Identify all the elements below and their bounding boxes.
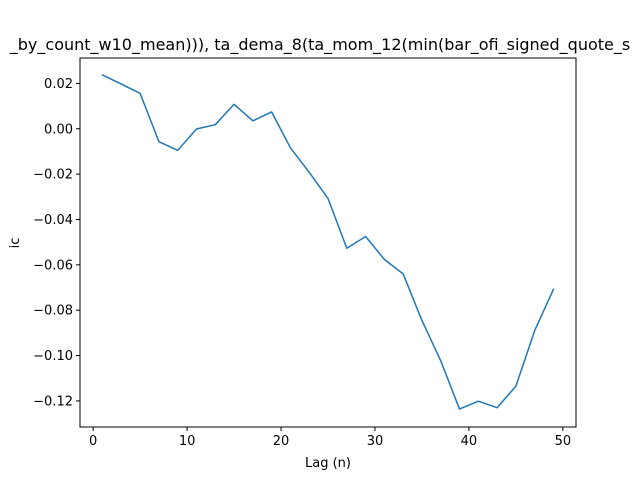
x-tick-label: 50: [555, 434, 572, 449]
x-axis-label: Lag (n): [305, 456, 351, 471]
y-tick-label: −0.10: [33, 349, 73, 364]
x-tick-label: 10: [179, 434, 196, 449]
x-tick-label: 20: [273, 434, 290, 449]
chart-title: _by_count_w10_mean))), ta_dema_8(ta_mom_…: [9, 35, 630, 55]
series-line: [101, 74, 555, 410]
y-tick-label: 0.00: [44, 122, 73, 137]
y-tick-label: −0.02: [33, 168, 73, 183]
y-tick-label: −0.06: [33, 258, 73, 273]
x-tick-label: 40: [461, 434, 478, 449]
y-tick-label: −0.12: [33, 394, 73, 409]
y-tick-label: −0.04: [33, 213, 73, 228]
axis-ticks: 0 10 20 30 40 50 0.02 0.00 −0.02 −0.04 −0.06 −0.08 −…: [33, 77, 571, 449]
x-tick-label: 0: [89, 434, 97, 449]
y-axis-label: ic: [8, 238, 23, 249]
y-tick-label: −0.08: [33, 304, 73, 319]
plot-frame: [79, 57, 577, 428]
x-tick-label: 30: [367, 434, 384, 449]
y-tick-label: 0.02: [44, 77, 73, 92]
